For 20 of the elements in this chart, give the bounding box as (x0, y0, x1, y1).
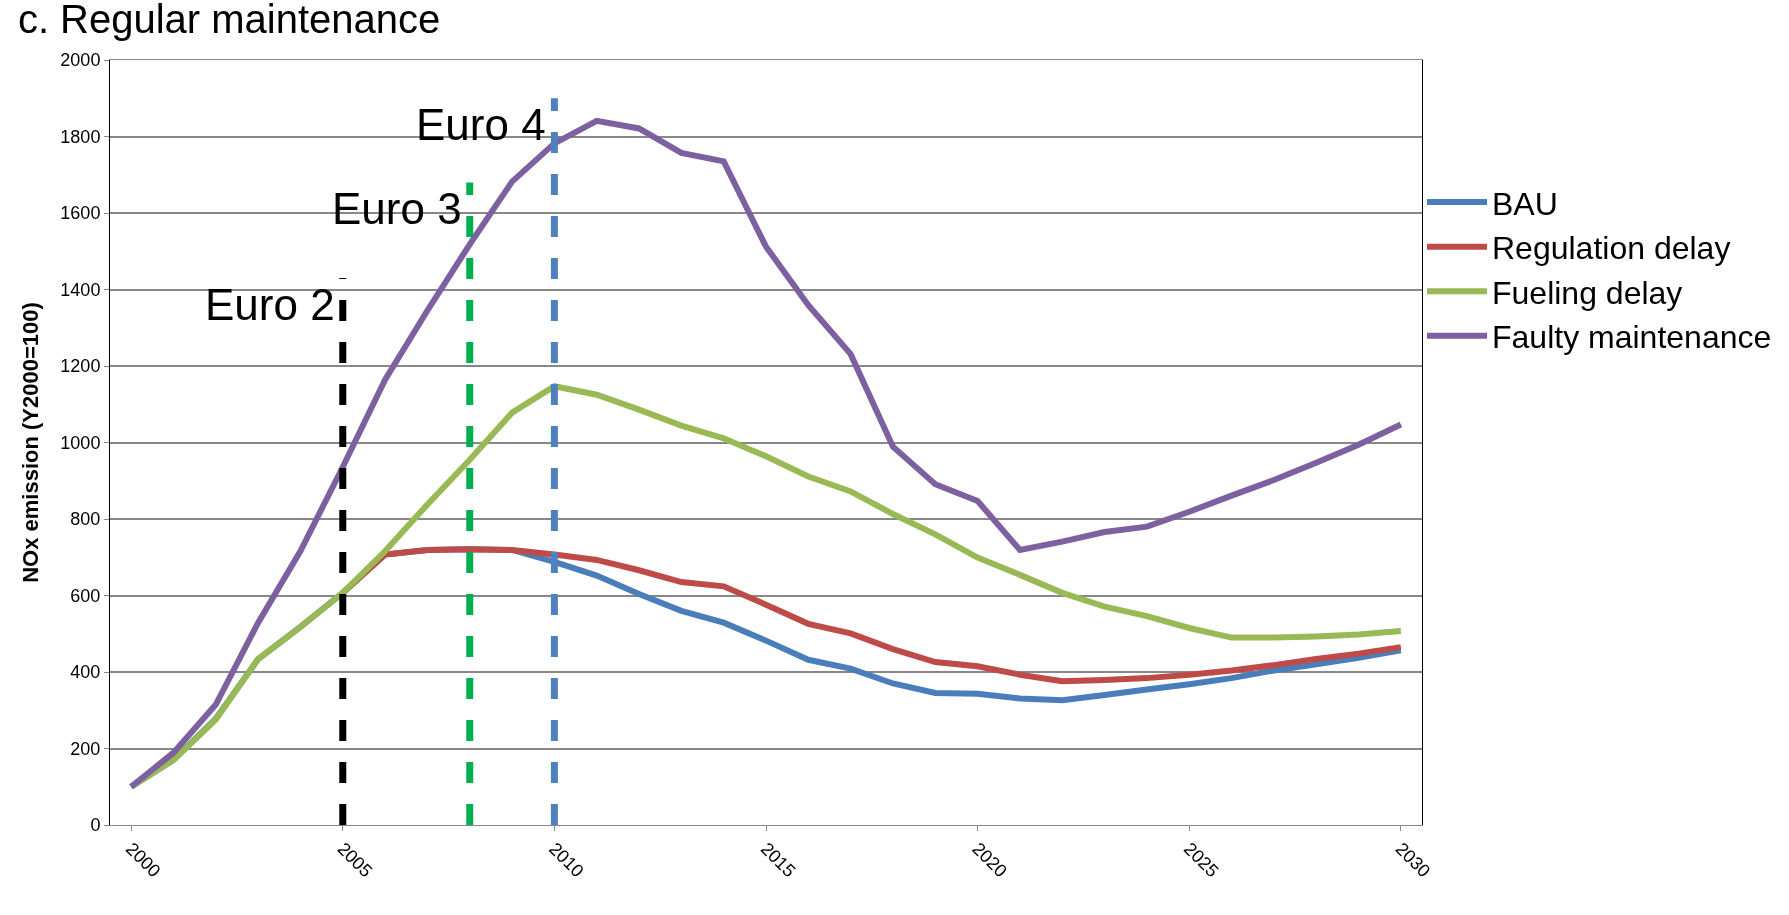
chart-title: c. Regular maintenance (17, 0, 441, 41)
y-tick-label: 600 (70, 585, 101, 606)
y-tick-label: 2000 (60, 50, 101, 71)
legend-label: Faulty maintenance (1492, 319, 1772, 356)
y-tick-label: 1800 (60, 126, 101, 147)
y-tick-label: 0 (90, 815, 101, 836)
y-tick-label: 1000 (60, 432, 101, 453)
legend-label: BAU (1492, 185, 1558, 222)
series-label: Euro 3 (332, 184, 462, 233)
legend-label: Regulation delay (1492, 230, 1731, 267)
series-label: Euro 4 (416, 100, 546, 149)
series-label: Euro 2 (205, 280, 335, 329)
y-tick-label: 800 (70, 509, 101, 530)
y-tick-label: 400 (70, 662, 101, 683)
y-axis-title: NOx emission (Y2000=100) (18, 302, 44, 583)
legend-label: Fueling delay (1492, 274, 1683, 311)
y-tick-label: 1600 (60, 203, 101, 224)
y-tick-label: 1400 (60, 279, 101, 300)
y-tick-label: 200 (70, 738, 101, 759)
y-tick-label: 1200 (60, 356, 101, 377)
